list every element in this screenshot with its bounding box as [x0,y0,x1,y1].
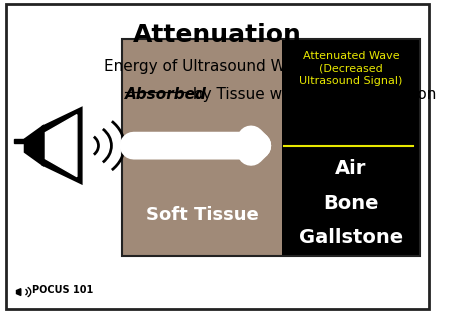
Bar [122,38,282,256]
Text: POCUS 101: POCUS 101 [32,285,93,295]
Bar [122,38,420,256]
Text: Gallstone: Gallstone [299,228,403,247]
Bar [282,38,420,256]
Text: Attenuated Wave
(Decreased
Ultrasound Signal): Attenuated Wave (Decreased Ultrasound Si… [299,51,402,86]
Polygon shape [17,289,21,295]
Polygon shape [25,127,42,164]
Text: Energy of Ultrasound Wave is: Energy of Ultrasound Wave is [104,59,330,74]
Text: Absorbed: Absorbed [125,87,207,102]
Polygon shape [46,115,77,177]
Polygon shape [42,108,81,183]
Polygon shape [14,139,25,142]
Text: Attenuation: Attenuation [133,23,301,47]
FancyArrowPatch shape [134,139,257,152]
Text: Soft Tissue: Soft Tissue [146,207,258,224]
Text: Bone: Bone [323,193,379,213]
Text: Air: Air [335,159,366,178]
Text: by Tissue with High Attenuation: by Tissue with High Attenuation [188,87,436,102]
